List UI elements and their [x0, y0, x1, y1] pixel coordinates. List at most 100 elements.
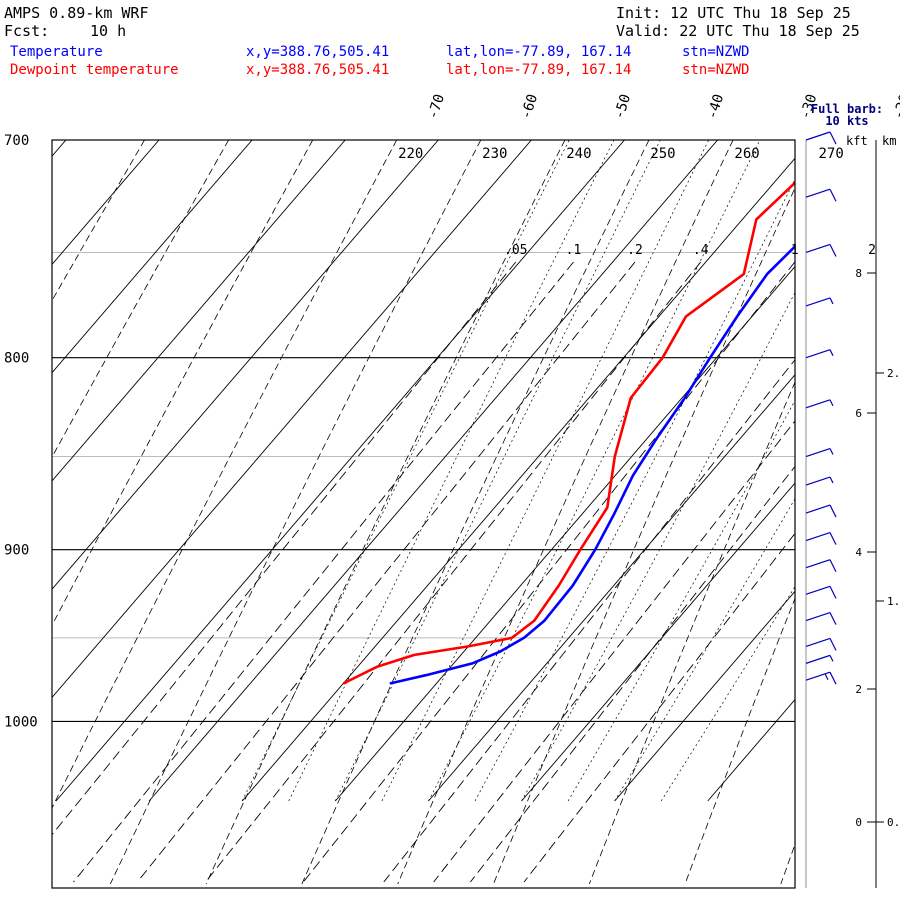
forecast-value: 10 h — [90, 22, 127, 40]
isotherm-20 — [707, 698, 795, 802]
wind-barb-5 — [805, 399, 834, 409]
moist-adiabat--5 — [474, 178, 795, 802]
kft-tick-4: 4 — [855, 546, 862, 559]
km-tick-2: 2. — [887, 367, 900, 380]
mixing-ratio-label-.4: .4 — [693, 243, 709, 258]
dry-adiabat-190 — [52, 140, 145, 302]
wind-barb-7 — [805, 476, 834, 486]
moist-adiabat--25 — [288, 140, 615, 802]
isobar-label-900: 900 — [4, 543, 29, 559]
legend-temperature-name: Temperature — [10, 44, 103, 60]
km-tick-0: 0. — [887, 816, 900, 829]
wind-barb-11 — [805, 585, 837, 599]
legend-dewpoint-station: stn=NZWD — [682, 62, 750, 78]
isotherm--60 — [52, 140, 532, 699]
legend-dewpoint-latlon: lat,lon=-77.89, 167.14 — [446, 62, 632, 78]
dry-adiabat-220 — [52, 140, 398, 809]
valid-time: Valid: 22 UTC Thu 18 Sep 25 — [616, 22, 860, 40]
wind-barb-15 — [805, 671, 837, 685]
dry-adiabat-260 — [397, 140, 734, 885]
kft-unit-label: kft — [846, 134, 868, 148]
legend-dewpoint-name: Dewpoint temperature — [10, 62, 179, 78]
dewpoint-line — [342, 180, 795, 685]
isotherm-0 — [521, 482, 795, 802]
moist-adiabat--30 — [241, 140, 570, 802]
moist-adiabat--10 — [428, 140, 761, 802]
wind-barb-13 — [805, 637, 837, 651]
dry-adiabat-310 — [877, 140, 900, 884]
barb-note-line2: 10 kts — [825, 114, 868, 128]
dry-adiabat-250 — [301, 140, 650, 885]
wind-barb-0 — [805, 131, 837, 145]
isotherm--20 — [335, 265, 795, 802]
isotherm-label--50: -50 — [611, 92, 634, 121]
dry-adiabat-label-260: 260 — [734, 146, 759, 162]
isotherm--30 — [241, 157, 795, 802]
km-unit-label: km — [882, 134, 896, 148]
legend-temperature-xy: x,y=388.76,505.41 — [246, 44, 390, 60]
mixing-ratio-6 — [523, 532, 795, 883]
dry-adiabat-label-230: 230 — [482, 146, 507, 162]
mixing-ratio-label-2: 2 — [868, 243, 876, 258]
isotherm-10 — [614, 590, 795, 802]
mixing-ratio-.05 — [52, 261, 517, 836]
isotherm-label--30: -30 — [797, 92, 820, 121]
mixing-ratio-1 — [303, 261, 795, 883]
wind-barb-3 — [805, 297, 834, 307]
mixing-ratio-3 — [433, 420, 795, 883]
dry-adiabat-200 — [52, 140, 229, 458]
isotherm--70 — [52, 140, 439, 590]
mixing-ratio-2 — [383, 358, 795, 883]
mixing-ratio-.4 — [205, 261, 702, 883]
moist-adiabat-15 — [660, 585, 795, 802]
mixing-ratio-label-.1: .1 — [566, 243, 582, 258]
isotherm--10 — [428, 374, 795, 802]
kft-tick-6: 6 — [855, 407, 862, 420]
dry-adiabat-210 — [52, 140, 314, 627]
dry-adiabat-270 — [493, 187, 795, 885]
mixing-ratio-label-.2: .2 — [627, 243, 643, 258]
moist-adiabat-5 — [567, 399, 795, 802]
model-title: AMPS 0.89-km WRF — [4, 4, 149, 22]
isotherm--100 — [52, 140, 160, 266]
wind-barb-10 — [805, 559, 837, 572]
dry-adiabat-280 — [588, 381, 795, 885]
isotherm-label--60: -60 — [518, 92, 541, 121]
init-time: Init: 12 UTC Thu 18 Sep 25 — [616, 4, 851, 22]
isotherm--50 — [55, 140, 625, 802]
legend-temperature-latlon: lat,lon=-77.89, 167.14 — [446, 44, 632, 60]
plot-frame — [51, 139, 796, 889]
mixing-ratio-.1 — [73, 261, 574, 883]
dry-adiabat-label-240: 240 — [566, 146, 591, 162]
wind-barb-2 — [805, 243, 837, 257]
kft-tick-2: 2 — [855, 683, 862, 696]
isobar-label-800: 800 — [4, 351, 29, 367]
dry-adiabat-label-220: 220 — [398, 146, 423, 162]
isotherm--40 — [148, 140, 718, 802]
wind-barb-14 — [805, 654, 834, 664]
isotherm-label--20: -20 — [890, 92, 900, 121]
forecast-label: Fcst: — [4, 22, 50, 40]
isotherm--90 — [52, 140, 253, 374]
moist-adiabat--15 — [381, 140, 710, 802]
isobar-label-700: 700 — [4, 133, 29, 149]
moist-adiabat--20 — [334, 140, 661, 802]
wind-barb-6 — [805, 447, 834, 458]
dry-adiabat-label-270: 270 — [818, 146, 843, 162]
isotherm-label--70: -70 — [425, 92, 448, 121]
kft-tick-8: 8 — [855, 267, 862, 280]
isotherm--80 — [52, 140, 346, 482]
mixing-ratio-label-.05: .05 — [504, 243, 527, 258]
dry-adiabat-230 — [109, 140, 482, 885]
isotherm--110 — [52, 140, 67, 157]
wind-barb-12 — [805, 612, 837, 625]
wind-barb-4 — [805, 349, 834, 359]
dry-adiabat-240 — [205, 140, 566, 885]
temperature-line — [389, 244, 795, 685]
kft-tick-0: 0 — [855, 816, 862, 829]
isobar-label-1000: 1000 — [4, 714, 38, 730]
wind-barb-8 — [805, 504, 837, 518]
wind-barb-1 — [805, 188, 837, 202]
isotherm-label--40: -40 — [704, 92, 727, 121]
